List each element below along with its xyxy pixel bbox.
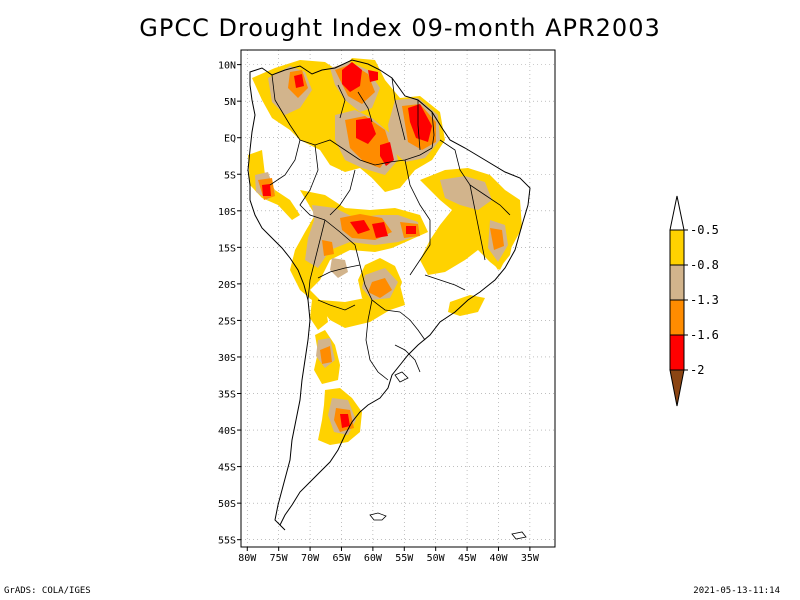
lat-label: 5N (224, 97, 236, 108)
chart-title: GPCC Drought Index 09-month APR2003 (139, 14, 661, 42)
colorbar-box (669, 229, 685, 266)
lat-label: 30S (218, 353, 236, 364)
colorbar-box (669, 334, 685, 371)
lon-label: 75W (270, 553, 289, 564)
longitude-labels: 80W 75W 70W 65W 60W 55W 50W 45W 40W 35W (238, 547, 540, 564)
country-borders (269, 74, 511, 381)
south-america-outline (247, 59, 531, 531)
footer-timestamp: 2021-05-13-11:14 (693, 586, 780, 596)
lat-label: 20S (218, 280, 236, 291)
lat-label: 40S (218, 426, 236, 437)
colorbar: -0.5 -0.8 -1.3 -1.6 -2 (669, 195, 719, 407)
lat-label: 15S (218, 243, 236, 254)
colorbar-label: -0.5 (690, 223, 719, 237)
lon-label: 65W (332, 553, 351, 564)
lon-label: 80W (238, 553, 257, 564)
colorbar-label: -1.6 (690, 328, 719, 342)
lat-label: 10S (218, 207, 236, 218)
lon-label: 50W (427, 553, 446, 564)
lat-label: 5S (224, 170, 236, 181)
lat-label: 35S (218, 390, 236, 401)
lon-label: 40W (489, 553, 508, 564)
colorbar-bottom-triangle (669, 369, 685, 407)
colorbar-label: -0.8 (690, 258, 719, 272)
map-frame (240, 49, 556, 548)
lon-label: 70W (301, 553, 320, 564)
colorbar-top-triangle (669, 195, 685, 231)
colorbar-label: -1.3 (690, 293, 719, 307)
shading-level-0.5 (248, 58, 522, 445)
colorbar-box (669, 264, 685, 301)
lat-label: 45S (218, 463, 236, 474)
drought-shading (248, 58, 522, 445)
lat-label: 25S (218, 316, 236, 327)
islands (369, 371, 527, 540)
lat-label: EQ (224, 134, 236, 145)
lat-label: 10N (218, 61, 236, 72)
colorbar-box (669, 299, 685, 336)
lat-label: 55S (218, 536, 236, 547)
shading-level-1.6 (262, 62, 432, 428)
lon-label: 60W (364, 553, 383, 564)
lon-label: 55W (395, 553, 414, 564)
lon-label: 45W (458, 553, 477, 564)
footer-credit: GrADS: COLA/IGES (4, 586, 91, 596)
latitude-labels: 10N 5N EQ 5S 10S 15S 20S 25S 30S 35S 40S 45S 50S 55S (218, 61, 241, 547)
colorbar-label: -2 (690, 363, 704, 377)
lon-label: 35W (521, 553, 540, 564)
lat-label: 50S (218, 499, 236, 510)
